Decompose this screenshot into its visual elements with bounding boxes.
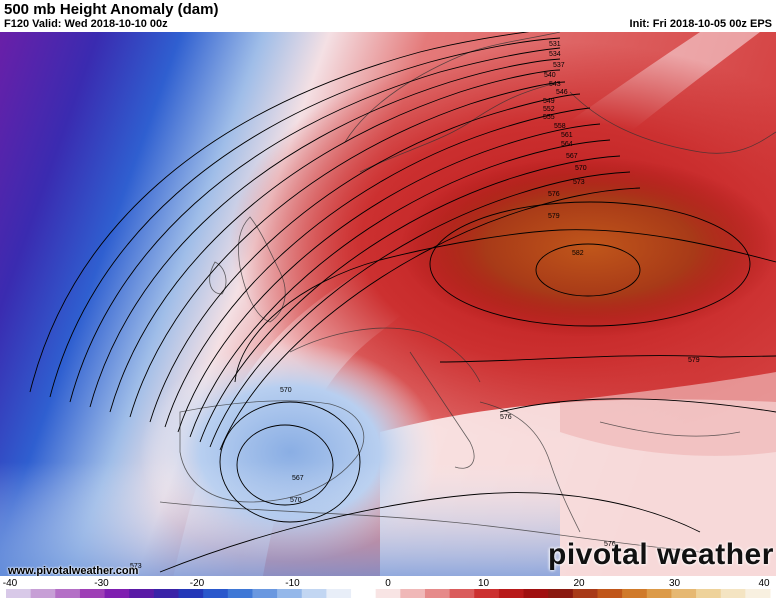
contour-label: 561 (561, 132, 573, 139)
colorbar-swatch (646, 589, 672, 598)
colorbar-swatch (696, 589, 722, 598)
valid-time: F120 Valid: Wed 2018-10-10 00z (4, 18, 168, 30)
contour-label: 534 (549, 51, 561, 58)
contour-label: 576 (500, 414, 512, 421)
colorbar-tick-label: -10 (285, 578, 300, 589)
contour-label: 573 (573, 179, 585, 186)
contour-label: 549 (543, 98, 555, 105)
colorbar-tick-label: 0 (385, 578, 391, 589)
contour-label: 546 (556, 89, 568, 96)
colorbar-swatch (6, 589, 32, 598)
colorbar-swatch (400, 589, 426, 598)
colorbar-swatch (671, 589, 697, 598)
colorbar-swatch (375, 589, 401, 598)
map-title: 500 mb Height Anomaly (dam) (4, 1, 219, 18)
contour-label: 555 (543, 114, 555, 121)
contour-label: 537 (553, 62, 565, 69)
contour-label: 543 (549, 81, 561, 88)
colorbar-swatch (597, 589, 623, 598)
colorbar-ticks: -40 -30 -20 -10 0 10 20 30 40 (3, 578, 770, 589)
colorbar-swatch (277, 589, 303, 598)
colorbar-swatch (252, 589, 278, 598)
colorbar-tick-label: -40 (3, 578, 18, 589)
contour-label: 552 (543, 106, 555, 113)
contour-label: 570 (575, 165, 587, 172)
colorbar-swatch (498, 589, 525, 598)
contour-label: 558 (554, 123, 566, 130)
colorbar-swatch (572, 589, 598, 598)
colorbar-swatch (326, 589, 352, 598)
colorbar-swatch (351, 589, 377, 598)
colorbar-swatch (30, 589, 56, 598)
colorbar-swatch (203, 589, 229, 598)
colorbar-canvas: -40 -30 -20 -10 0 10 20 30 40 (3, 578, 771, 598)
colorbar-swatch (720, 589, 746, 598)
colorbar-swatch (523, 589, 549, 598)
contour-label: 540 (544, 72, 556, 79)
colorbar-swatch (424, 589, 451, 598)
colorbar-swatch (129, 589, 155, 598)
colorbar: -40 -30 -20 -10 0 10 20 30 40 (0, 576, 776, 600)
contour-label: 573 (130, 563, 142, 570)
colorbar-swatch (178, 589, 204, 598)
contour-label: 582 (572, 250, 584, 257)
contour-label: 564 (561, 141, 573, 148)
colorbar-swatch (622, 589, 648, 598)
contour-label: 567 (566, 153, 578, 160)
init-time: Init: Fri 2018-10-05 00z EPS (629, 18, 772, 30)
contour-label: 576 (604, 541, 616, 548)
colorbar-tick-label: 30 (669, 578, 681, 589)
colorbar-swatch (474, 589, 500, 598)
strong-positive-core (400, 157, 776, 337)
colorbar-tick-label: 40 (758, 578, 770, 589)
colorbar-swatch (745, 589, 771, 598)
colorbar-swatch (301, 589, 327, 598)
brand-logo-text: pivotal weather (548, 538, 774, 571)
header: 500 mb Height Anomaly (dam) F120 Valid: … (0, 0, 776, 32)
contour-label: 531 (549, 41, 561, 48)
negative-anomaly-south (0, 462, 560, 576)
contour-label: 570 (290, 497, 302, 504)
contour-label: 579 (688, 357, 700, 364)
colorbar-tick-label: 20 (573, 578, 585, 589)
colorbar-tick-label: -30 (94, 578, 109, 589)
colorbar-swatch (227, 589, 253, 598)
contour-label: 579 (548, 213, 560, 220)
colorbar-swatch (449, 589, 475, 598)
colorbar-swatch (548, 589, 574, 598)
colorbar-swatch (79, 589, 106, 598)
colorbar-swatches (6, 589, 771, 598)
colorbar-swatch (104, 589, 130, 598)
height-contours (29, 32, 776, 573)
colorbar-swatch (55, 589, 81, 598)
map-canvas: 531 534 537 540 543 546 549 552 555 558 … (0, 32, 776, 576)
anomaly-map: 531 534 537 540 543 546 549 552 555 558 … (0, 32, 776, 576)
website-credit: www.pivotalweather.com (8, 565, 139, 577)
colorbar-tick-label: 10 (478, 578, 490, 589)
contour-label: 570 (280, 387, 292, 394)
colorbar-swatch (153, 589, 180, 598)
contour-label: 576 (548, 191, 560, 198)
contour-label: 567 (292, 475, 304, 482)
contour-labels: 531 534 537 540 543 546 549 552 555 558 … (130, 41, 700, 570)
colorbar-tick-label: -20 (190, 578, 205, 589)
